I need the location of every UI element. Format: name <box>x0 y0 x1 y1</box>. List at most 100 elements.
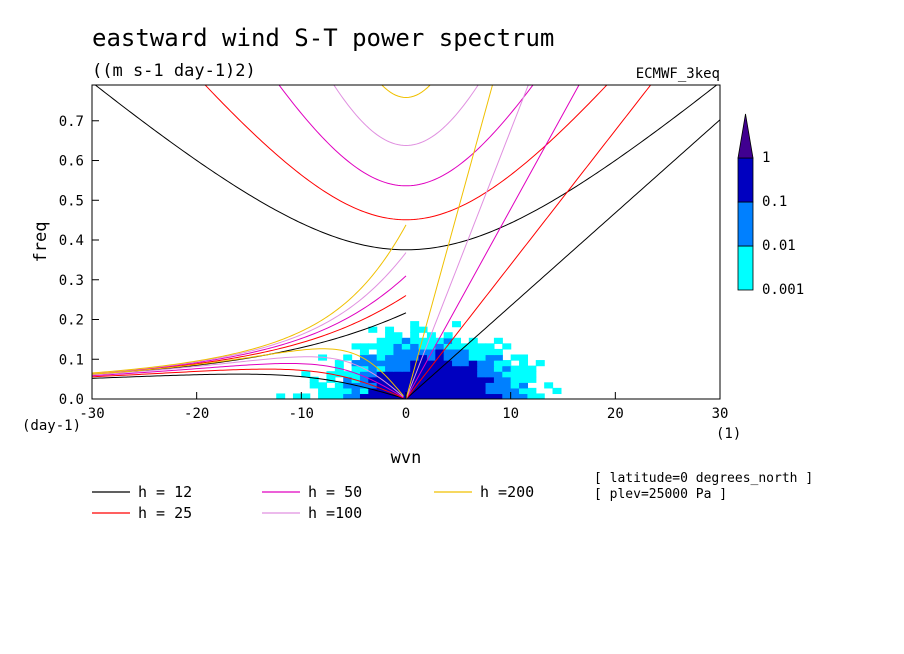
field-cell <box>519 376 529 383</box>
field-cell <box>493 365 503 372</box>
field-cell <box>435 393 445 399</box>
field-cell <box>418 337 428 344</box>
field-cell <box>393 365 403 372</box>
field-cell <box>401 382 411 389</box>
field-cell <box>426 393 436 399</box>
field-cell <box>343 387 353 395</box>
field-cell <box>309 376 319 383</box>
field-cell <box>410 360 420 367</box>
field-cell <box>410 376 420 383</box>
field-cell <box>343 354 353 361</box>
field-cell <box>510 376 520 383</box>
field-cell <box>460 376 470 383</box>
field-cell <box>368 376 378 383</box>
field-cell <box>276 393 286 399</box>
field-cell <box>426 371 436 378</box>
field-cell <box>443 365 453 372</box>
field-cell <box>435 360 445 367</box>
field-cell <box>385 360 395 367</box>
field-cell <box>393 337 403 344</box>
kelvin-curve <box>405 119 720 399</box>
y-axis: 0.0 0.1 0.2 0.3 0.4 0.5 0.6 0.7 <box>59 114 99 408</box>
field-cell <box>301 371 311 378</box>
field-cell <box>351 371 361 378</box>
field-cell <box>510 354 520 361</box>
field-cell <box>452 321 462 328</box>
field-cell <box>519 354 529 361</box>
field-cell <box>502 393 512 399</box>
field-cell <box>460 354 470 361</box>
field-cell <box>519 360 529 367</box>
field-cell <box>376 348 386 356</box>
mixed-rossby-gravity-curve <box>92 224 407 374</box>
field-cell <box>401 360 411 367</box>
x-tick-label: -10 <box>289 406 314 422</box>
field-cell <box>443 387 453 395</box>
field-cell <box>510 371 520 378</box>
field-cell <box>468 343 478 350</box>
field-cell <box>485 354 495 361</box>
field-cell <box>410 348 420 356</box>
source-label: ECMWF_3keq <box>636 66 720 82</box>
field-cell <box>468 348 478 356</box>
field-cell <box>485 382 495 389</box>
field-cell <box>535 393 545 399</box>
x-tick-label: -20 <box>184 406 209 422</box>
field-cell <box>510 393 520 399</box>
field-cell <box>385 387 395 395</box>
field-cell <box>493 393 503 399</box>
colorbar-label: 0.01 <box>762 238 796 254</box>
field-cell <box>326 393 336 399</box>
field-cell <box>544 382 554 389</box>
field-cell <box>485 393 495 399</box>
field-cell <box>343 376 353 383</box>
kelvin-curve <box>405 85 529 399</box>
field-cell <box>426 382 436 389</box>
field-cell <box>418 371 428 378</box>
field-cell <box>318 387 328 395</box>
field-cell <box>376 387 386 395</box>
field-cell <box>393 332 403 339</box>
field-cell <box>393 387 403 395</box>
field-cell <box>493 360 503 367</box>
field-cell <box>292 393 302 399</box>
field-cell <box>493 337 503 344</box>
field-cell <box>410 354 420 361</box>
field-cell <box>359 360 369 367</box>
field-cell <box>452 360 462 367</box>
inertia-gravity-curve <box>94 85 718 251</box>
y-tick-label: 0.4 <box>59 233 84 249</box>
field-cell <box>527 371 537 378</box>
rossby-curve <box>92 368 404 399</box>
field-cell <box>385 354 395 361</box>
field-cell <box>477 354 487 361</box>
field-cell <box>477 382 487 389</box>
field-cell <box>309 382 319 389</box>
field-cell <box>376 393 386 399</box>
field-cell <box>477 376 487 383</box>
field-cell <box>368 365 378 372</box>
field-cell <box>376 376 386 383</box>
field-cell <box>443 343 453 350</box>
field-cell <box>435 348 445 356</box>
field-cell <box>452 371 462 378</box>
field-cell <box>376 354 386 361</box>
colorbar-label: 0.1 <box>762 194 787 210</box>
field-cell <box>460 382 470 389</box>
field-cell <box>435 371 445 378</box>
field-cell <box>401 387 411 395</box>
field-cell <box>435 354 445 361</box>
field-cell <box>510 365 520 372</box>
field-cell <box>368 393 378 399</box>
field-cell <box>410 343 420 350</box>
field-cell <box>493 376 503 383</box>
field-cell <box>368 360 378 367</box>
field-cell <box>485 348 495 356</box>
field-cell <box>502 382 512 389</box>
field-cell <box>334 393 344 399</box>
field-cell <box>443 354 453 361</box>
field-cell <box>359 376 369 383</box>
field-cell <box>426 354 436 361</box>
field-cell <box>359 387 369 395</box>
field-cell <box>460 371 470 378</box>
